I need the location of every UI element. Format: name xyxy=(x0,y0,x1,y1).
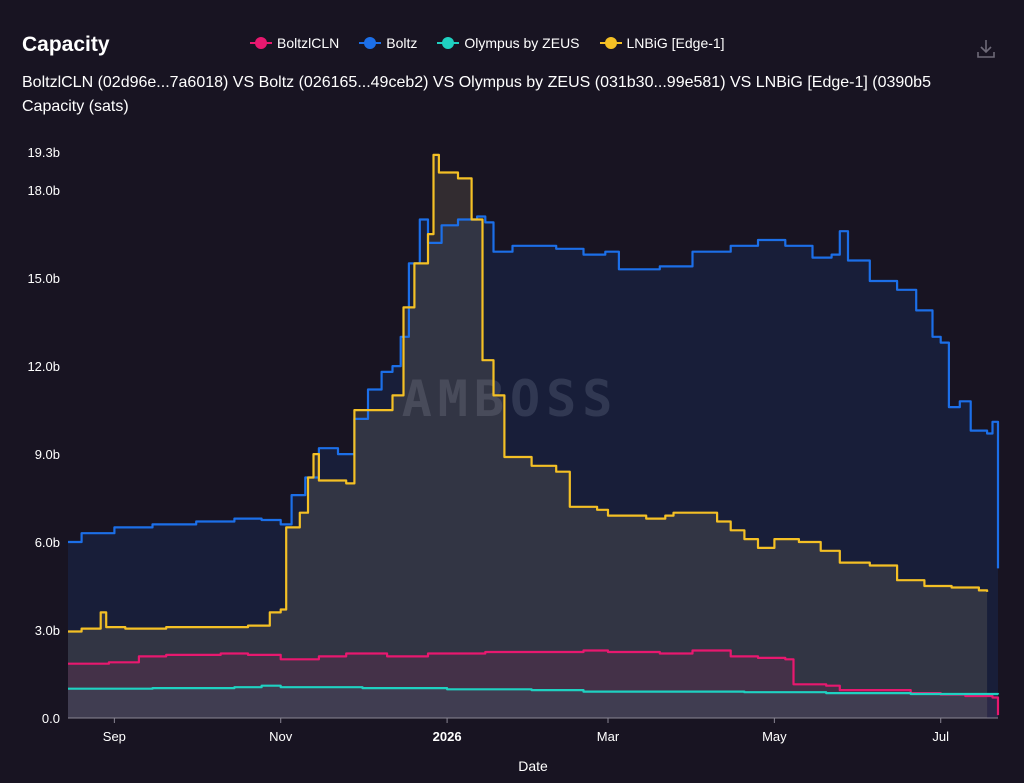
legend-marker-icon xyxy=(437,37,460,49)
y-tick-label: 0.0 xyxy=(42,711,60,726)
legend-marker-icon xyxy=(359,37,382,49)
legend-label: BoltzlCLN xyxy=(277,35,340,51)
legend-item-lnbig[interactable]: LNBiG [Edge-1] xyxy=(599,35,725,51)
download-icon[interactable] xyxy=(975,38,997,60)
y-tick-label: 6.0b xyxy=(35,535,60,550)
series-area-0 xyxy=(68,650,998,718)
legend-label: LNBiG [Edge-1] xyxy=(626,35,725,51)
x-axis-label: Date xyxy=(518,758,548,774)
legend-item-boltz[interactable]: Boltz xyxy=(359,35,417,51)
legend: BoltzlCLN Boltz Olympus by ZEUS LNBiG [E… xyxy=(250,35,725,51)
y-tick-label: 12.0b xyxy=(27,359,60,374)
y-axis-label: Capacity (sats) xyxy=(22,98,129,115)
legend-label: Olympus by ZEUS xyxy=(464,35,580,51)
y-tick-label: 15.0b xyxy=(27,271,60,286)
y-tick-label: 18.0b xyxy=(27,183,60,198)
legend-item-boltzlcln[interactable]: BoltzlCLN xyxy=(250,35,339,51)
series-area-3 xyxy=(68,154,988,718)
x-tick-label: May xyxy=(762,729,787,744)
legend-marker-icon xyxy=(250,37,272,49)
series-line-3 xyxy=(68,153,989,633)
x-tick-label: Jul xyxy=(932,729,949,744)
x-tick-label: Mar xyxy=(597,729,620,744)
legend-item-olympus[interactable]: Olympus by ZEUS xyxy=(437,35,580,51)
series-line-1 xyxy=(68,215,1000,569)
series-area-2 xyxy=(68,685,998,718)
x-tick-label: Nov xyxy=(269,729,293,744)
series-line-0 xyxy=(68,649,1000,716)
chart-subtitle: BoltzlCLN (02d96e...7a6018) VS Boltz (02… xyxy=(22,74,931,91)
series-line-2 xyxy=(68,684,1000,696)
y-tick-label: 19.3b xyxy=(27,145,60,160)
legend-marker-icon xyxy=(599,37,622,49)
watermark-text: AMBOSS xyxy=(402,370,619,428)
legend-label: Boltz xyxy=(386,35,418,51)
x-tick-label: Sep xyxy=(103,729,126,744)
y-tick-label: 9.0b xyxy=(35,447,60,462)
series-area-1 xyxy=(68,216,998,718)
page-title: Capacity xyxy=(22,33,110,56)
x-tick-label: 2026 xyxy=(433,729,462,744)
y-tick-label: 3.0b xyxy=(35,623,60,638)
